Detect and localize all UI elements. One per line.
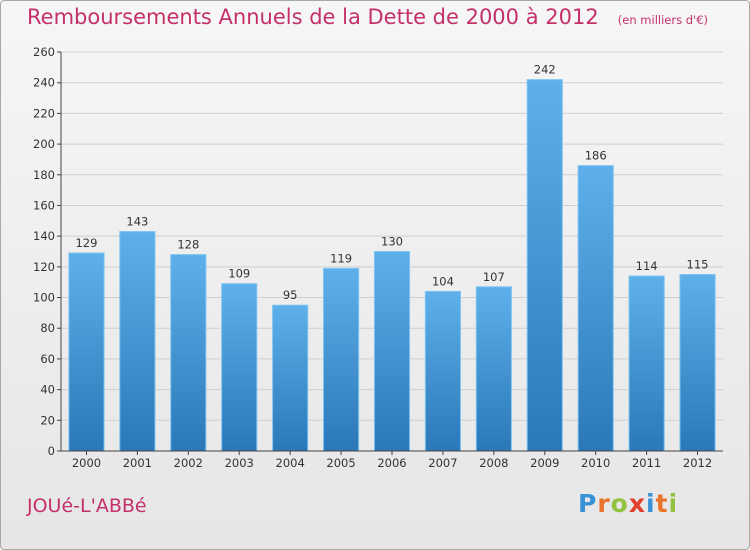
y-tick-label: 60 — [40, 352, 55, 366]
x-tick-label: 2007 — [428, 456, 457, 470]
data-label: 129 — [75, 236, 97, 250]
y-tick-label: 120 — [33, 260, 55, 274]
bar — [119, 231, 156, 452]
x-tick-label: 2010 — [581, 456, 610, 470]
commune-name: JOUé-L'ABBé — [27, 495, 147, 517]
y-tick-label: 140 — [33, 229, 55, 243]
x-tick-label: 2005 — [326, 456, 355, 470]
bar — [424, 290, 461, 452]
chart-unit-note: (en milliers d'€) — [617, 13, 708, 27]
bar — [679, 274, 716, 452]
chart-title-row: Remboursements Annuels de la Dette de 20… — [27, 5, 708, 29]
bar — [323, 267, 360, 452]
x-tick-label: 2003 — [225, 456, 254, 470]
x-tick-label: 2012 — [683, 456, 712, 470]
x-tick-label: 2002 — [174, 456, 203, 470]
bar — [475, 286, 512, 452]
data-label: 115 — [687, 258, 709, 272]
data-label: 186 — [585, 149, 607, 163]
bar — [68, 252, 105, 452]
data-label: 242 — [534, 63, 556, 77]
data-label: 119 — [330, 251, 352, 265]
x-tick-label: 2004 — [276, 456, 305, 470]
data-label: 104 — [432, 274, 454, 288]
data-label: 107 — [483, 270, 505, 284]
bar — [628, 275, 665, 452]
x-tick-label: 2001 — [123, 456, 152, 470]
y-tick-label: 200 — [33, 137, 55, 151]
data-label: 109 — [228, 267, 250, 281]
data-label: 95 — [283, 288, 298, 302]
x-tick-label: 2009 — [530, 456, 559, 470]
y-tick-label: 220 — [33, 106, 55, 120]
bar — [272, 304, 309, 452]
y-tick-label: 100 — [33, 291, 55, 305]
x-tick-label: 2011 — [632, 456, 661, 470]
y-tick-label: 40 — [40, 383, 55, 397]
data-label: 143 — [126, 215, 148, 229]
x-tick-label: 2006 — [377, 456, 406, 470]
data-label: 128 — [177, 238, 199, 252]
y-tick-label: 80 — [40, 321, 55, 335]
bar — [170, 254, 207, 452]
bar — [526, 79, 563, 452]
y-tick-label: 160 — [33, 198, 55, 212]
bar — [577, 165, 614, 452]
data-label: 114 — [636, 259, 658, 273]
chart-title: Remboursements Annuels de la Dette de 20… — [27, 5, 599, 29]
x-tick-label: 2008 — [479, 456, 508, 470]
proxiti-logo: Proxiti — [578, 489, 679, 518]
bar — [221, 283, 258, 452]
y-tick-label: 180 — [33, 168, 55, 182]
bar — [373, 251, 411, 452]
data-label: 130 — [381, 235, 403, 249]
y-tick-label: 0 — [48, 444, 55, 458]
x-tick-label: 2000 — [72, 456, 101, 470]
y-tick-label: 20 — [40, 413, 55, 427]
y-tick-label: 240 — [33, 76, 55, 90]
y-tick-label: 260 — [33, 45, 55, 59]
